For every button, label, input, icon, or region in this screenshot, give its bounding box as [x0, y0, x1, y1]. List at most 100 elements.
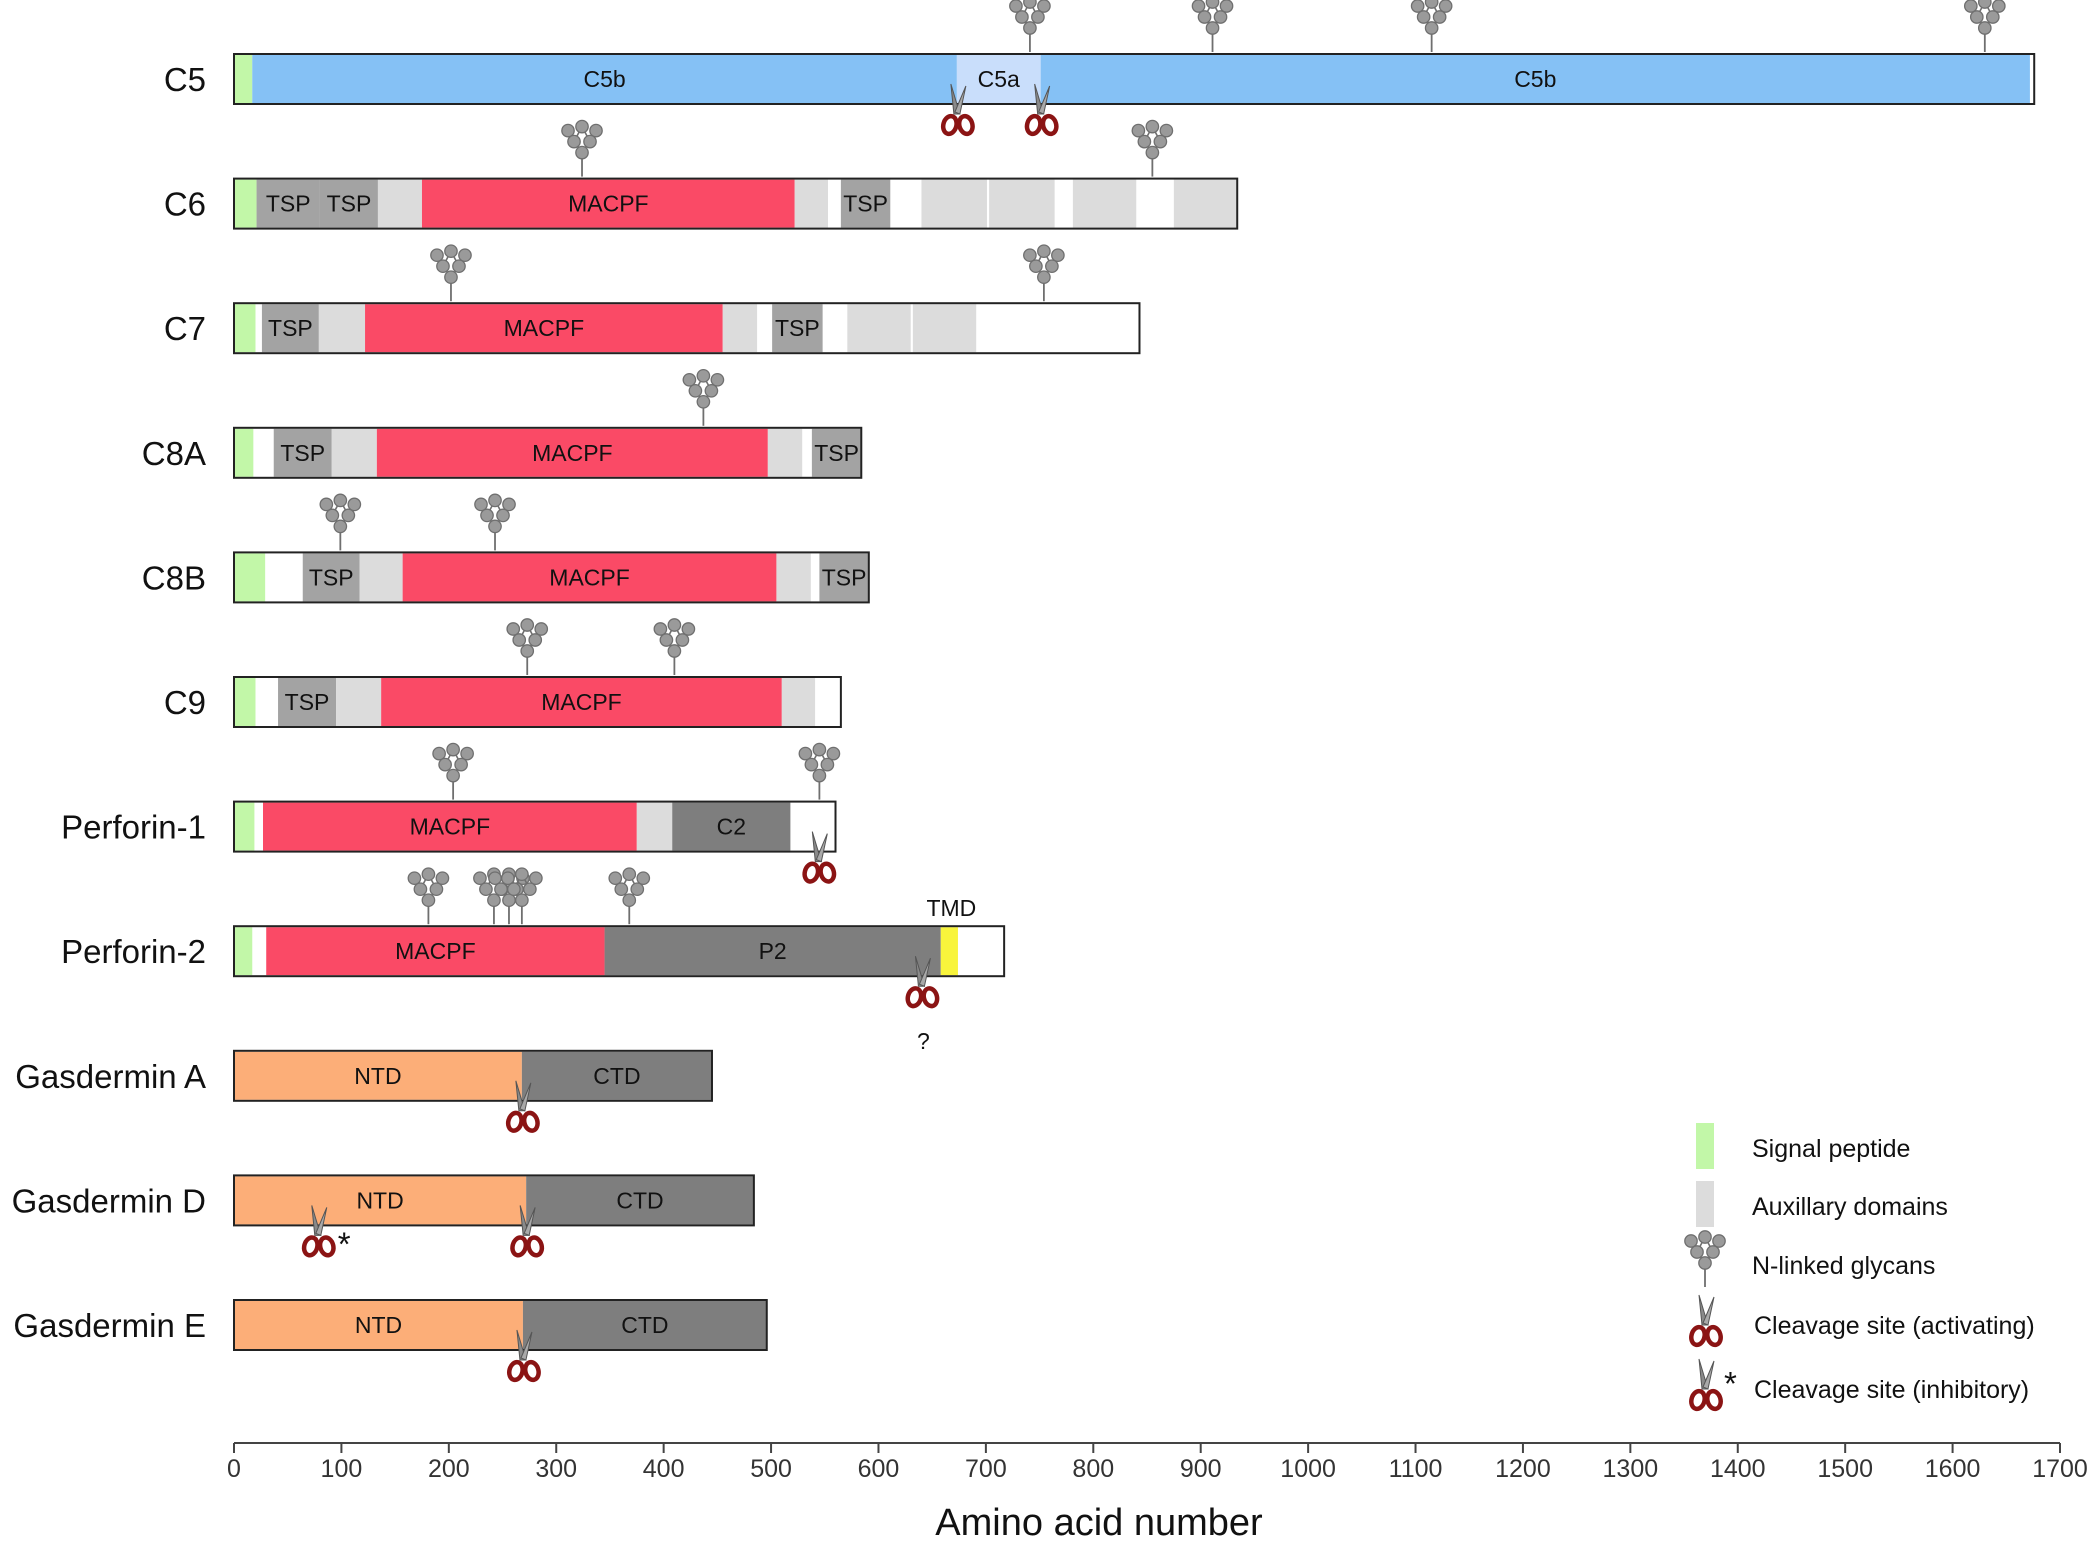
domain-dark: [522, 1301, 767, 1349]
domain-label-tsp: TSP: [266, 191, 311, 217]
glycan-icon: [474, 493, 516, 551]
domain-tsp: [256, 179, 320, 228]
legend-swatch-aux: [1696, 1181, 1714, 1227]
domain-label-macpf: MACPF: [568, 191, 649, 217]
domain-aux: [336, 678, 382, 726]
tick-label: 300: [535, 1455, 577, 1483]
glycan-icon: [1963, 0, 2006, 52]
domain-signal: [234, 179, 257, 228]
domain-dark: [672, 802, 791, 851]
scissors-activating-icon: [802, 831, 837, 884]
domain-signal: [234, 304, 256, 353]
glycan-icon: [501, 867, 543, 925]
domain-label-ctd: CTD: [616, 1187, 663, 1213]
domain-label-macpf: MACPF: [410, 814, 491, 840]
domain-aux: [776, 553, 811, 602]
protein-name: Gasdermin E: [13, 1307, 206, 1344]
glycan-icon: [1684, 1230, 1726, 1287]
protein-row-c8b: C8B TSP MACPF TSP: [142, 493, 870, 604]
domain-tsp: [278, 678, 337, 726]
scissors-activating-icon: [510, 1205, 545, 1258]
protein-bar-outline: [233, 53, 2036, 105]
domain-aux: [636, 802, 673, 851]
domain-ntd: [234, 1301, 523, 1349]
glycan-icon: [430, 244, 472, 302]
scissors-inhibitory-icon: [301, 1205, 336, 1258]
legend-swatch-signal: [1696, 1123, 1714, 1169]
domain-label-c5a: C5a: [978, 66, 1020, 92]
tick-label: 900: [1180, 1455, 1222, 1483]
protein-row-gasdermin-d: Gasdermin D NTD CTD *: [12, 1174, 755, 1262]
domain-aux: [794, 179, 828, 228]
domain-label-tsp: TSP: [309, 564, 354, 590]
domain-label-ctd: CTD: [621, 1312, 668, 1338]
glycan-icon: [1023, 244, 1065, 302]
scissors-activating-icon: [940, 83, 975, 137]
domain-signal: [234, 553, 266, 602]
domain-label-tsp: TSP: [285, 689, 330, 715]
domain-c5a: [956, 55, 1041, 103]
protein-bar-outline: [233, 1049, 713, 1102]
domain-c5b: [252, 55, 957, 103]
domain-tmd: [940, 927, 958, 976]
domain-label-c5b: C5b: [583, 66, 625, 92]
domain-aux: [989, 179, 1055, 228]
domain-label-tsp: TSP: [268, 315, 313, 341]
domain-aux: [1173, 179, 1238, 228]
domain-macpf: [365, 304, 723, 353]
scissors-activating-icon: [506, 1329, 541, 1383]
domain-label-ntd: NTD: [354, 1063, 401, 1089]
protein-name: C7: [164, 310, 206, 347]
domain-macpf: [421, 179, 795, 228]
glycan-icon: [653, 618, 696, 675]
domain-label-ntd: NTD: [355, 1312, 402, 1338]
domain-aux: [1072, 179, 1137, 228]
protein-name: C5: [164, 61, 206, 98]
protein-bar-outline: [233, 925, 1006, 978]
legend-item-cleave-activating: Cleavage site (activating): [1689, 1294, 2035, 1348]
protein-name: Gasdermin D: [12, 1182, 206, 1219]
domain-label-macpf: MACPF: [541, 689, 622, 715]
protein-bar-outline: [233, 302, 1141, 355]
domain-aux: [912, 304, 977, 353]
domain-aux: [847, 304, 911, 353]
tick-label: 0: [227, 1455, 241, 1483]
tick-label: 1700: [2032, 1455, 2088, 1483]
domain-ntd: [234, 1051, 522, 1100]
domain-macpf: [263, 802, 637, 851]
protein-row-c7: C7 TSP MACPF TSP: [164, 244, 1141, 355]
protein-name: Perforin-1: [61, 809, 206, 846]
legend: Signal peptide Auxillary domains N-linked …: [1684, 1123, 2035, 1412]
domain-label-ntd: NTD: [356, 1187, 403, 1213]
protein-bar-outline: [233, 1174, 755, 1227]
legend-label: Cleavage site (activating): [1754, 1312, 2035, 1340]
domain-tsp: [772, 304, 823, 353]
legend-item-cleave-inhibitory: * Cleavage site (inhibitory): [1689, 1358, 2029, 1412]
scissors-inhibitory-icon: [1689, 1358, 1723, 1412]
domain-signal: [234, 428, 254, 477]
protein-row-c8a: C8A TSP MACPF TSP: [142, 368, 863, 479]
protein-bar-outline: [233, 800, 837, 853]
domain-label-macpf: MACPF: [395, 938, 476, 964]
tick-label: 100: [321, 1455, 363, 1483]
glycan-icon: [432, 742, 474, 800]
tick-label: 1600: [1925, 1455, 1981, 1483]
cleavage-uncertain-label: ?: [917, 1028, 930, 1054]
x-axis: 0 100 200 300 400 500 600 700 800 900 1000 1100 1200…: [227, 1442, 2088, 1543]
legend-label: Auxillary domains: [1752, 1193, 1948, 1221]
protein-row-gasdermin-e: Gasdermin E NTD CTD: [13, 1299, 768, 1383]
legend-label: Signal peptide: [1752, 1135, 1910, 1163]
domain-aux: [331, 428, 377, 477]
domain-macpf: [266, 927, 605, 976]
tick-label: 1300: [1603, 1455, 1659, 1483]
protein-name: C8B: [142, 559, 206, 596]
glycan-icon: [682, 368, 725, 426]
protein-bar-outline: [233, 551, 870, 604]
domain-label-c5b: C5b: [1514, 66, 1556, 92]
protein-bar-outline: [233, 1299, 768, 1351]
domain-label-ctd: CTD: [593, 1063, 640, 1089]
domain-label-c2: C2: [717, 814, 746, 840]
tick-label: 1400: [1710, 1455, 1766, 1483]
glycan-icon: [798, 742, 841, 800]
